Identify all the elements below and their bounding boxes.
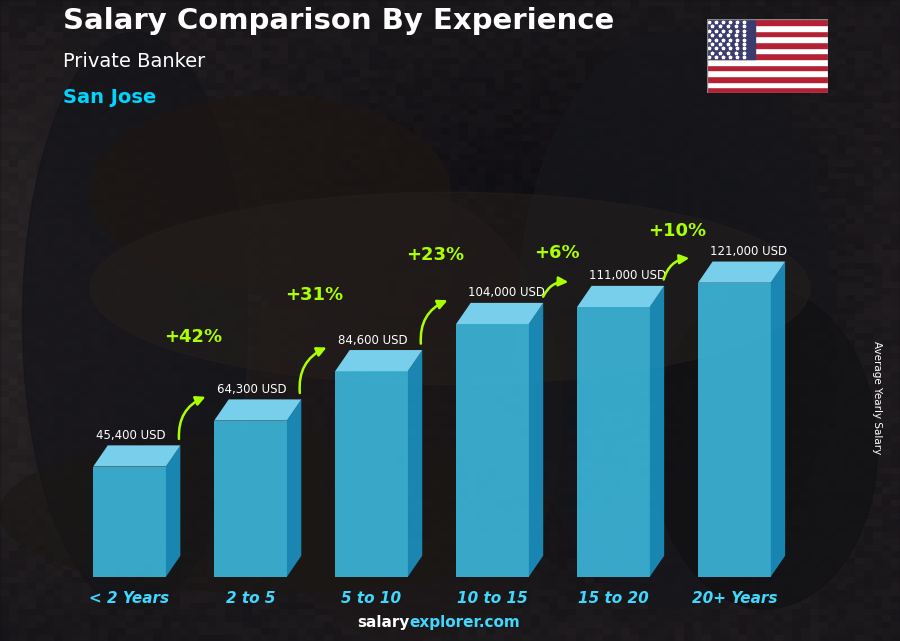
Polygon shape — [698, 262, 785, 283]
Bar — [456, 324, 528, 577]
Text: San Jose: San Jose — [63, 88, 157, 106]
Bar — [94, 467, 166, 577]
Text: Average Yearly Salary: Average Yearly Salary — [872, 341, 883, 454]
Text: 45,400 USD: 45,400 USD — [95, 429, 166, 442]
Ellipse shape — [90, 96, 450, 288]
Text: explorer.com: explorer.com — [410, 615, 520, 630]
Text: +6%: +6% — [534, 244, 580, 262]
Polygon shape — [577, 286, 664, 307]
Bar — [706, 31, 828, 37]
Bar — [706, 53, 828, 59]
Bar — [706, 65, 828, 71]
Bar — [706, 71, 828, 76]
Text: 64,300 USD: 64,300 USD — [217, 383, 286, 396]
Ellipse shape — [90, 192, 810, 385]
Text: Salary Comparison By Experience: Salary Comparison By Experience — [63, 7, 614, 35]
Polygon shape — [770, 262, 785, 577]
Bar — [706, 19, 755, 59]
Polygon shape — [335, 350, 422, 371]
Text: +10%: +10% — [648, 222, 706, 240]
Ellipse shape — [248, 192, 562, 641]
Bar — [706, 19, 828, 25]
Text: +23%: +23% — [407, 246, 464, 264]
Ellipse shape — [652, 288, 878, 609]
Ellipse shape — [22, 32, 248, 609]
Text: 111,000 USD: 111,000 USD — [590, 269, 666, 282]
Ellipse shape — [518, 32, 832, 609]
Polygon shape — [214, 399, 302, 420]
Bar — [706, 76, 828, 81]
Bar — [706, 37, 828, 42]
Text: 84,600 USD: 84,600 USD — [338, 333, 407, 347]
Bar — [706, 59, 828, 65]
Text: +31%: +31% — [285, 286, 344, 304]
Bar — [706, 25, 828, 31]
Polygon shape — [287, 399, 302, 577]
Text: salary: salary — [357, 615, 410, 630]
Ellipse shape — [0, 433, 540, 593]
Text: 121,000 USD: 121,000 USD — [710, 245, 788, 258]
Bar — [706, 81, 828, 87]
Polygon shape — [650, 286, 664, 577]
Polygon shape — [456, 303, 544, 324]
Bar — [214, 420, 287, 577]
Bar — [706, 42, 828, 47]
Polygon shape — [94, 445, 180, 467]
Bar — [706, 47, 828, 53]
Polygon shape — [528, 303, 544, 577]
Bar — [698, 283, 770, 577]
Text: Private Banker: Private Banker — [63, 53, 205, 71]
Text: 104,000 USD: 104,000 USD — [468, 287, 545, 299]
Polygon shape — [408, 350, 422, 577]
Text: +42%: +42% — [165, 328, 222, 346]
Bar — [335, 371, 408, 577]
Bar — [706, 87, 828, 93]
Bar — [577, 307, 650, 577]
Polygon shape — [166, 445, 180, 577]
